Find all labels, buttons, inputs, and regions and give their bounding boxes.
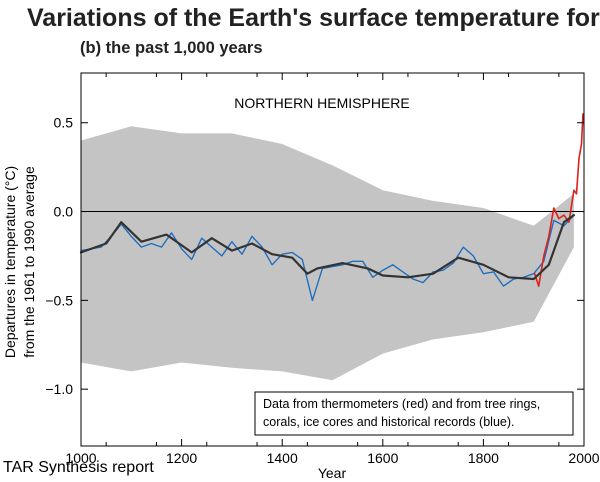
source-note: TAR Synthesis report	[3, 459, 154, 476]
chart-subtitle: (b) the past 1,000 years	[80, 39, 263, 57]
y-tick-label: −1.0	[45, 381, 73, 397]
uncertainty-band-layer	[81, 126, 574, 381]
y-tick-label: 0.5	[54, 115, 74, 131]
x-tick-label: 1800	[468, 450, 499, 466]
x-tick-label: 2000	[568, 450, 599, 466]
uncertainty-band	[81, 126, 574, 381]
series-line-proxy-records	[80, 214, 575, 302]
x-tick-label: 1400	[267, 450, 298, 466]
y-tick-label: −0.5	[45, 292, 73, 308]
series-layer	[79, 113, 584, 302]
y-axis-title-line-1: Departures in temperature (°C)	[2, 166, 18, 358]
x-axis-title: Year	[318, 465, 347, 481]
y-axis-title-line-2: from the 1961 to 1990 average	[21, 166, 37, 358]
x-tick-label: 1000	[65, 450, 96, 466]
annotation-box	[254, 391, 574, 436]
series-line-thermometers	[533, 113, 584, 287]
x-tick-label: 1200	[166, 450, 197, 466]
x-tick-label: 1600	[367, 450, 398, 466]
tick-layer: 1000 1200 1400 1600 1800 2000 0.5 0.0 −0.5 −1.0	[45, 73, 600, 466]
chart-title: Variations of the Earth's surface temper…	[27, 4, 600, 32]
plot-frame	[80, 72, 585, 447]
annotation-line-2: corals, ice cores and historical records…	[263, 415, 515, 429]
annotation-line-1: Data from thermometers (red) and from tr…	[263, 397, 540, 411]
y-tick-label: 0.0	[54, 204, 74, 220]
series-line-smoothed	[79, 214, 576, 281]
region-label: NORTHERN HEMISPHERE	[234, 95, 410, 111]
